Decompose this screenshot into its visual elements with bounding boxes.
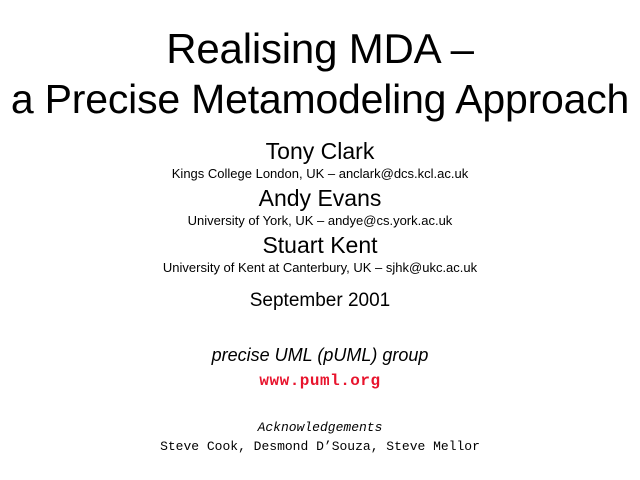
group-block: precise UML (pUML) group www.puml.org [0,344,640,392]
author-name: Stuart Kent [262,232,378,258]
author-list: Tony Clark Kings College London, UK – an… [0,138,640,279]
author-entry: Stuart Kent University of Kent at Canter… [0,232,640,277]
author-entry: Tony Clark Kings College London, UK – an… [0,138,640,183]
acknowledgements-names: Steve Cook, Desmond D’Souza, Steve Mello… [160,439,480,454]
title-line-2: a Precise Metamodeling Approach [10,76,630,122]
acknowledgements-heading: Acknowledgements [257,420,383,435]
acknowledgements-block: Acknowledgements Steve Cook, Desmond D’S… [0,419,640,456]
author-affiliation: University of York, UK – andye@cs.york.a… [187,213,453,228]
author-name: Andy Evans [258,185,382,211]
group-url-link[interactable]: www.puml.org [259,372,381,390]
author-name: Tony Clark [265,138,375,164]
presentation-date: September 2001 [249,290,391,311]
author-entry: Andy Evans University of York, UK – andy… [0,185,640,230]
author-affiliation: Kings College London, UK – anclark@dcs.k… [171,166,469,181]
author-affiliation: University of Kent at Canterbury, UK – s… [162,260,478,275]
slide-title: Realising MDA – a Precise Metamodeling A… [0,24,640,124]
group-name: precise UML (pUML) group [211,345,429,365]
title-line-1: Realising MDA – [166,25,474,72]
